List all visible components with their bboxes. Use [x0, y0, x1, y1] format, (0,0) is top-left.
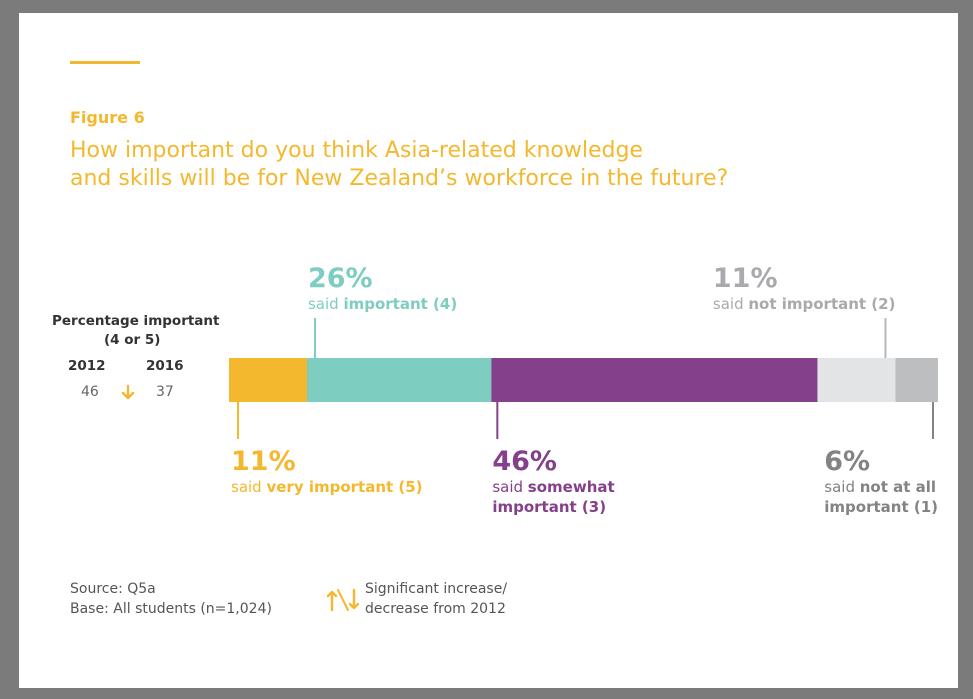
- category-name: very important (5): [266, 478, 423, 496]
- label-somewhat-important: 46% said somewhat important (3): [492, 446, 614, 517]
- category-name: important (1): [824, 498, 938, 516]
- year-2016: 2016: [146, 358, 184, 374]
- base-note: Base: All students (n=1,024): [70, 601, 272, 617]
- category-name: somewhat: [527, 478, 615, 496]
- said-text: said: [307, 295, 344, 313]
- up-down-arrows-icon: [326, 588, 360, 612]
- bar-segment-very-important: [229, 358, 307, 402]
- said-text: said: [492, 478, 528, 496]
- pct-value-not-at-all-important: 6%: [824, 446, 871, 477]
- said-text: said: [824, 478, 860, 496]
- bar-segment-somewhat-important: [491, 358, 818, 402]
- arrow-down-icon: [121, 384, 135, 400]
- legend-line-2: decrease from 2012: [365, 601, 506, 617]
- category-label-not-important: said not important (2): [713, 294, 896, 314]
- category-label-not-at-all-important: said not at all: [824, 477, 938, 497]
- bar-segment-important: [306, 358, 492, 402]
- title-line-1: How important do you think Asia-related …: [70, 138, 643, 163]
- accent-rule: [70, 61, 140, 64]
- said-text: said: [231, 478, 267, 496]
- year-2012: 2012: [68, 358, 106, 374]
- value-2016: 37: [156, 384, 174, 400]
- pct-value-somewhat-important: 46%: [492, 446, 557, 477]
- pct-value-important: 26%: [307, 263, 373, 294]
- bar-segment-not-important: [817, 358, 896, 402]
- label-not-important: 11% said not important (2): [713, 263, 896, 314]
- label-not-at-all-important: 6% said not at all important (1): [824, 446, 938, 517]
- pct-important-subheading: (4 or 5): [104, 332, 161, 348]
- chart-title: How important do you think Asia-related …: [70, 137, 810, 193]
- label-very-important: 11% said very important (5): [231, 446, 423, 497]
- category-name: important (4): [343, 295, 458, 313]
- category-label-important: said important (4): [308, 294, 457, 314]
- figure-card: Figure 6 How important do you think Asia…: [19, 13, 958, 688]
- category-name: not important (2): [748, 295, 896, 313]
- label-important: 26% said important (4): [308, 263, 457, 314]
- value-2012: 46: [81, 384, 99, 400]
- source-note: Source: Q5a: [70, 581, 156, 597]
- category-label-somewhat-important: said somewhat: [492, 477, 614, 497]
- category-label-very-important: said very important (5): [231, 477, 423, 497]
- said-text: said: [712, 295, 749, 313]
- stacked-bar-chart: [229, 318, 938, 439]
- legend-line-1: Significant increase/: [365, 581, 508, 597]
- pct-value-very-important: 11%: [231, 446, 296, 477]
- figure-label: Figure 6: [70, 108, 145, 127]
- pct-important-heading: Percentage important: [52, 313, 220, 329]
- category-name: not at all: [859, 478, 937, 496]
- category-label-not-at-all-important: important (1): [824, 497, 938, 517]
- category-name: important (3): [492, 498, 607, 516]
- pct-value-not-important: 11%: [712, 263, 778, 294]
- category-label-somewhat-important: important (3): [492, 497, 614, 517]
- title-line-2: and skills will be for New Zealand’s wor…: [70, 166, 729, 191]
- bar-segment-not-at-all-important: [895, 358, 938, 402]
